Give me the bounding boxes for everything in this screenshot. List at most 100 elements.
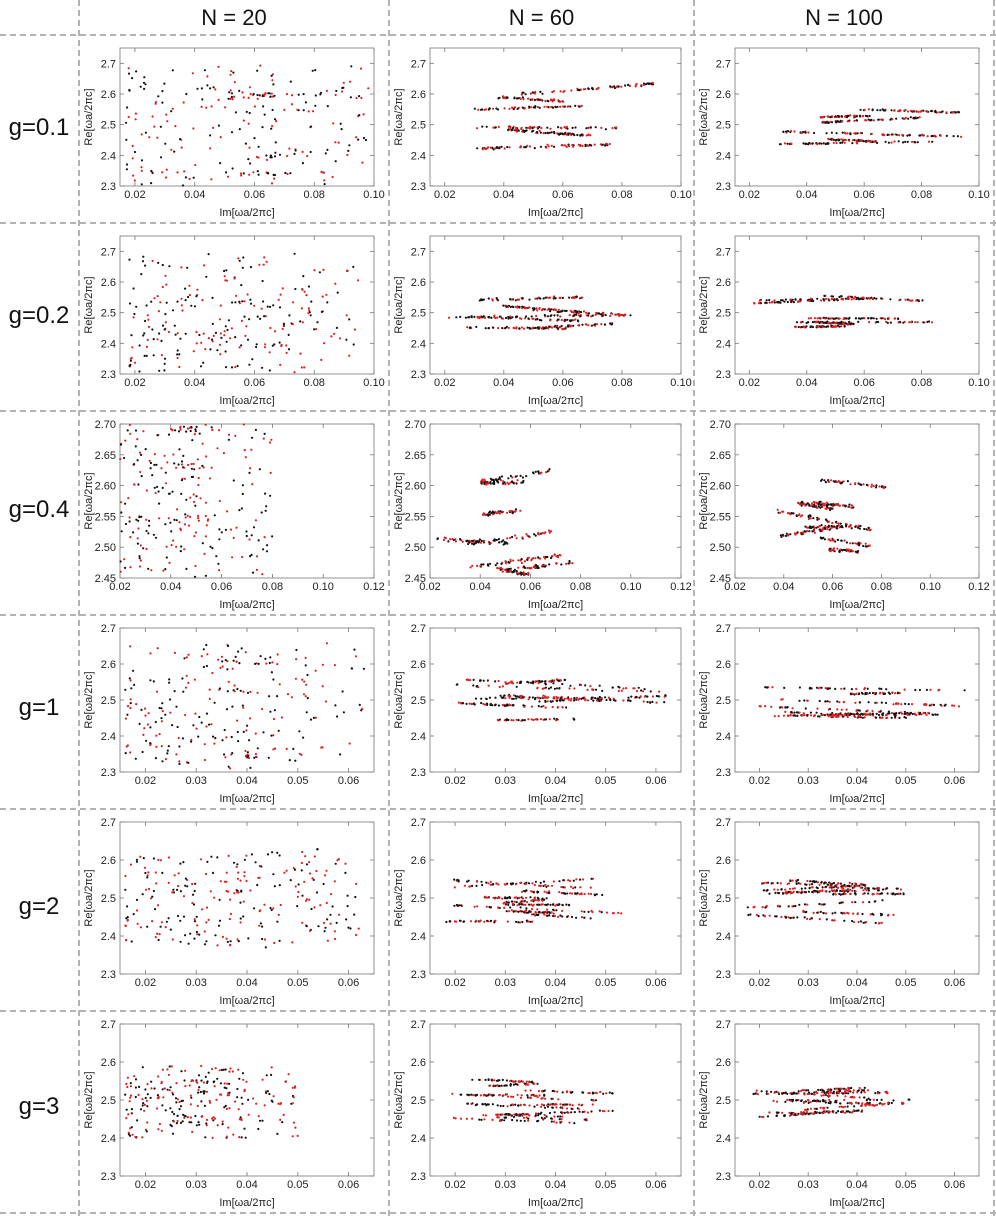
scatter-point bbox=[810, 517, 812, 519]
scatter-point bbox=[164, 328, 166, 330]
scatter-point bbox=[554, 554, 556, 556]
scatter-point bbox=[141, 133, 143, 135]
scatter-point bbox=[910, 321, 912, 323]
x-tick-label: 0.08 bbox=[262, 581, 283, 593]
scatter-point bbox=[249, 717, 251, 719]
scatter-point bbox=[532, 130, 534, 132]
x-axis-label: Im[ωa/2πc] bbox=[528, 395, 583, 407]
scatter-point bbox=[290, 879, 292, 881]
scatter-point bbox=[611, 313, 613, 315]
scatter-point bbox=[358, 114, 360, 116]
scatter-point bbox=[272, 109, 274, 111]
grid-divider bbox=[0, 1212, 996, 1214]
scatter-point bbox=[232, 668, 234, 670]
scatter-point bbox=[591, 325, 593, 327]
x-tick-label: 0.08 bbox=[304, 377, 325, 389]
scatter-point bbox=[270, 128, 272, 130]
scatter-point bbox=[265, 505, 267, 507]
scatter-point bbox=[185, 176, 187, 178]
scatter-point bbox=[494, 697, 496, 699]
scatter-point bbox=[334, 664, 336, 666]
scatter-point bbox=[565, 563, 567, 565]
scatter-point bbox=[182, 691, 184, 693]
scatter-point bbox=[198, 334, 200, 336]
scatter-point bbox=[561, 310, 563, 312]
scatter-point bbox=[766, 299, 768, 301]
scatter-point bbox=[251, 483, 253, 485]
scatter-point bbox=[249, 86, 251, 88]
x-tick-label: 0.06 bbox=[853, 189, 874, 201]
scatter-point bbox=[551, 99, 553, 101]
scatter-point bbox=[213, 335, 215, 337]
scatter-point bbox=[158, 503, 160, 505]
scatter-point bbox=[889, 119, 891, 121]
scatter-point bbox=[354, 896, 356, 898]
scatter-point bbox=[231, 706, 233, 708]
scatter-point bbox=[175, 706, 177, 708]
scatter-point bbox=[823, 295, 825, 297]
scatter-point bbox=[455, 316, 457, 318]
y-tick-label: 2.4 bbox=[411, 931, 426, 943]
scatter-point bbox=[857, 321, 859, 323]
scatter-point bbox=[525, 883, 527, 885]
scatter-point bbox=[264, 346, 266, 348]
scatter-point bbox=[827, 687, 829, 689]
scatter-point bbox=[497, 108, 499, 110]
scatter-point bbox=[841, 116, 843, 118]
scatter-point bbox=[531, 908, 533, 910]
scatter-point bbox=[196, 289, 198, 291]
scatter-point bbox=[517, 559, 519, 561]
scatter-point bbox=[828, 481, 830, 483]
scatter-point bbox=[159, 301, 161, 303]
scatter-point bbox=[880, 711, 882, 713]
scatter-point bbox=[889, 298, 891, 300]
scatter-point bbox=[224, 275, 226, 277]
scatter-point bbox=[858, 544, 860, 546]
scatter-point bbox=[197, 736, 199, 738]
plot-frame bbox=[120, 48, 374, 186]
y-tick-label: 2.3 bbox=[411, 369, 426, 381]
scatter-point bbox=[306, 863, 308, 865]
scatter-point bbox=[345, 918, 347, 920]
scatter-point bbox=[508, 910, 510, 912]
scatter-point bbox=[197, 458, 199, 460]
scatter-point bbox=[525, 907, 527, 909]
scatter-point bbox=[818, 503, 820, 505]
scatter-point bbox=[310, 301, 312, 303]
scatter-point bbox=[206, 665, 208, 667]
scatter-point bbox=[459, 316, 461, 318]
scatter-point bbox=[321, 311, 323, 313]
scatter-point bbox=[553, 696, 555, 698]
x-tick-label: 0.02 bbox=[124, 189, 145, 201]
scatter-point bbox=[250, 303, 252, 305]
scatter-point bbox=[480, 881, 482, 883]
scatter-point bbox=[901, 134, 903, 136]
scatter-point bbox=[181, 304, 183, 306]
scatter-point bbox=[764, 705, 766, 707]
scatter-point bbox=[227, 645, 229, 647]
scatter-point bbox=[859, 115, 861, 117]
scatter-point bbox=[798, 712, 800, 714]
scatter-point bbox=[208, 253, 210, 255]
scatter-point bbox=[602, 312, 604, 314]
x-tick-label: 0.10 bbox=[968, 377, 989, 389]
scatter-point bbox=[184, 513, 186, 515]
scatter-point bbox=[233, 862, 235, 864]
scatter-point bbox=[360, 97, 362, 99]
scatter-point bbox=[216, 447, 218, 449]
scatter-point bbox=[168, 562, 170, 564]
scatter-point bbox=[574, 886, 576, 888]
scatter-point bbox=[181, 479, 183, 481]
scatter-point bbox=[481, 540, 483, 542]
scatter-point bbox=[176, 301, 178, 303]
scatter-point bbox=[664, 694, 666, 696]
scatter-point bbox=[198, 934, 200, 936]
scatter-point bbox=[144, 715, 146, 717]
scatter-point bbox=[143, 76, 145, 78]
scatter-point bbox=[301, 851, 303, 853]
scatter-point bbox=[225, 325, 227, 327]
scatter-point bbox=[598, 700, 600, 702]
scatter-point bbox=[890, 322, 892, 324]
